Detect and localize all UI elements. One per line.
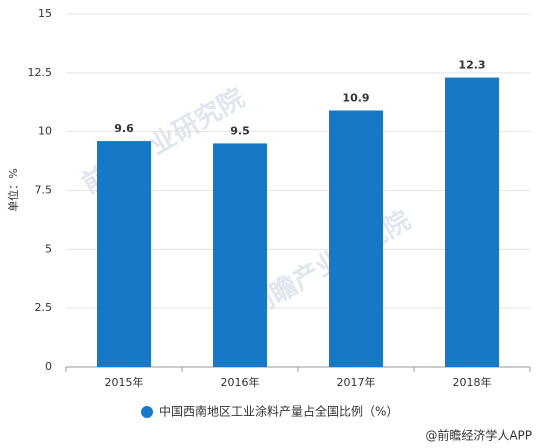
value-label: 10.9 xyxy=(342,91,369,104)
y-tick-label: 5 xyxy=(45,242,52,255)
value-label: 9.5 xyxy=(230,124,250,137)
legend-marker xyxy=(141,406,153,418)
source: @前瞻经济学人APP xyxy=(425,428,532,443)
bar xyxy=(213,143,267,367)
value-label: 9.6 xyxy=(114,122,134,135)
bar xyxy=(329,110,383,367)
legend-label: 中国西南地区工业涂料产量占全国比例（%） xyxy=(159,404,398,419)
y-tick-label: 10 xyxy=(38,125,52,138)
value-label: 12.3 xyxy=(458,59,485,72)
y-tick-label: 12.5 xyxy=(28,66,53,79)
y-tick-label: 7.5 xyxy=(35,184,53,197)
bar xyxy=(97,141,151,367)
x-tick-label: 2018年 xyxy=(453,375,492,389)
x-tick-label: 2017年 xyxy=(337,375,376,389)
y-axis-label: 单位：% xyxy=(6,168,20,211)
y-tick-label: 15 xyxy=(38,7,52,20)
bar xyxy=(445,77,499,367)
x-tick-label: 2016年 xyxy=(221,375,260,389)
y-tick-label: 2.5 xyxy=(35,301,53,314)
y-tick-label: 0 xyxy=(45,360,52,373)
x-tick-label: 2015年 xyxy=(105,375,144,389)
